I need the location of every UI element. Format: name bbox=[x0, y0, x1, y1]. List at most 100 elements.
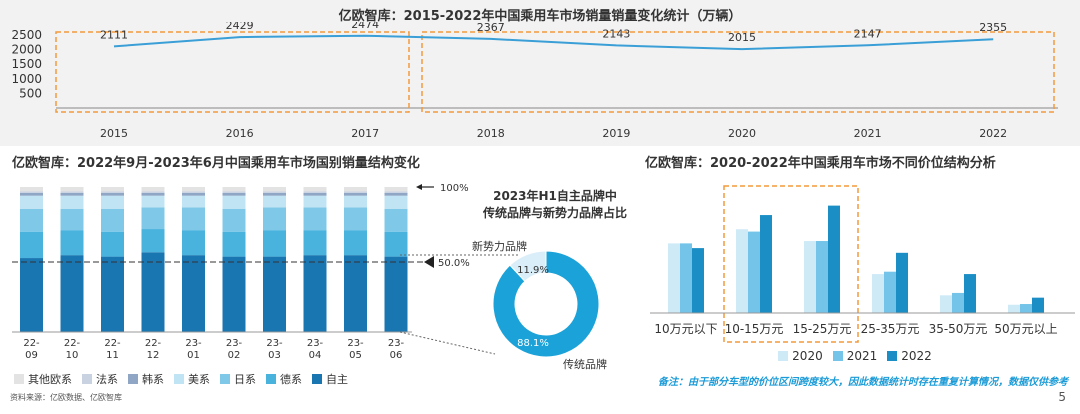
x-tick-label: 2018 bbox=[477, 127, 505, 140]
highlight-box-2015-2017 bbox=[55, 31, 410, 113]
stack-bar-segment bbox=[101, 208, 124, 232]
price-bar bbox=[896, 252, 908, 313]
donut-chart: 88.1% 11.9% 传统品牌 新势力品牌 bbox=[472, 239, 607, 371]
legend-swatch bbox=[887, 351, 898, 361]
legend-label: 自主 bbox=[326, 373, 348, 386]
data-label: 2111 bbox=[100, 28, 128, 41]
stack-bar-segment bbox=[344, 187, 367, 192]
legend-item: 韩系 bbox=[128, 371, 164, 387]
price-bar bbox=[1020, 304, 1032, 313]
legend-swatch bbox=[82, 374, 92, 384]
pie-title-line-1: 2023年H1自主品牌中 bbox=[493, 189, 617, 203]
stack-bar-segment bbox=[303, 230, 327, 256]
legend-item: 美系 bbox=[174, 371, 210, 387]
x-tick-label: 35-50万元 bbox=[929, 322, 988, 336]
price-bar bbox=[692, 248, 704, 313]
x-tick-label-top: 23- bbox=[388, 338, 405, 349]
legend-label: 2022 bbox=[901, 349, 932, 363]
data-label: 2429 bbox=[226, 22, 254, 32]
arrow-100-icon bbox=[416, 184, 434, 190]
stack-bar-segment bbox=[303, 191, 327, 193]
legend-label: 2021 bbox=[846, 349, 878, 363]
legend-swatch bbox=[14, 374, 24, 384]
price-bar bbox=[748, 231, 760, 313]
stack-bar-segment bbox=[182, 187, 205, 192]
stack-bar-segment bbox=[182, 207, 205, 231]
stack-bar-segment bbox=[60, 191, 84, 193]
x-tick-label-top: 23- bbox=[266, 338, 283, 349]
stack-bar-segment bbox=[20, 191, 43, 193]
x-tick-label: 10-15万元 bbox=[725, 322, 784, 336]
x-tick-label: 2021 bbox=[854, 127, 882, 140]
x-tick-label: 2015 bbox=[100, 127, 128, 140]
y-tick-label: 2000 bbox=[11, 43, 42, 57]
x-tick-label: 2017 bbox=[351, 127, 379, 140]
stack-bar-segment bbox=[384, 231, 408, 257]
stack-bar-segment bbox=[222, 231, 246, 257]
stack-bar-segment bbox=[263, 195, 286, 208]
x-tick-label-top: 22- bbox=[104, 338, 121, 349]
stack-bar-segment bbox=[141, 192, 165, 196]
stack-bar-segment bbox=[101, 191, 124, 193]
stack-bar-segment bbox=[60, 230, 84, 256]
note-text: 备注：由于部分车型的价位区间跨度较大，因此数据统计时存在重复计算情况，数据仅供参… bbox=[658, 377, 1068, 388]
stack-bar-segment bbox=[20, 231, 43, 259]
price-bar bbox=[736, 229, 748, 313]
stack-bar-segment bbox=[141, 187, 165, 192]
stack-bar-segment bbox=[263, 207, 286, 231]
x-tick-label: 25-35万元 bbox=[861, 322, 920, 336]
legend-swatch bbox=[832, 351, 843, 361]
legend-swatch bbox=[312, 374, 322, 384]
x-tick-label-bottom: 03 bbox=[268, 350, 281, 361]
stack-bar-segment bbox=[222, 256, 246, 332]
price-bar bbox=[872, 274, 884, 313]
data-label: 2367 bbox=[477, 22, 505, 34]
x-tick-label: 50万元以上 bbox=[994, 322, 1057, 336]
stacked-bar-chart: 100% 50.0% 22-0922-1022-1122-1223-0123-0… bbox=[12, 183, 470, 361]
legend-swatch bbox=[266, 374, 276, 384]
stacked-chart-title: 亿欧智库：2022年9月-2023年6月中国乘用车市场国别销量结构变化 bbox=[12, 156, 420, 171]
highlight-box-2018-2022 bbox=[421, 31, 1055, 113]
legend-item: 其他欧系 bbox=[14, 371, 72, 387]
annotation-50: 50.0% bbox=[438, 258, 470, 269]
legend-label: 日系 bbox=[234, 373, 256, 386]
x-tick-label-top: 23- bbox=[226, 338, 243, 349]
stack-bar-segment bbox=[20, 187, 43, 192]
stack-bar-segment bbox=[263, 256, 286, 332]
stack-bar-segment bbox=[303, 207, 327, 231]
stack-bar-segment bbox=[141, 191, 165, 193]
stack-bar-segment bbox=[384, 208, 408, 232]
stack-bar-segment bbox=[101, 231, 124, 257]
x-tick-label-top: 23- bbox=[185, 338, 202, 349]
stack-bar-segment bbox=[182, 255, 205, 332]
stack-bar-segment bbox=[60, 195, 84, 209]
x-tick-label: 15-25万元 bbox=[793, 322, 852, 336]
x-tick-label-top: 23- bbox=[347, 338, 364, 349]
stack-bar-segment bbox=[141, 229, 165, 253]
line-chart-title: 亿欧智库：2015-2022年中国乘用车市场销量销量变化统计（万辆） bbox=[338, 9, 742, 24]
stack-bar-segment bbox=[60, 255, 84, 332]
x-tick-label-bottom: 09 bbox=[25, 350, 38, 361]
legend-label: 美系 bbox=[188, 373, 210, 386]
stack-bar-segment bbox=[263, 187, 286, 192]
stack-bar-segment bbox=[344, 191, 367, 193]
stack-bar-segment bbox=[60, 192, 84, 196]
legend-label: 2020 bbox=[792, 349, 823, 363]
stack-bar-segment bbox=[344, 230, 367, 256]
stack-bar-segment bbox=[303, 255, 327, 332]
legend-item: 德系 bbox=[266, 371, 302, 387]
legend-label: 法系 bbox=[96, 373, 118, 386]
pie-category-label: 传统品牌 bbox=[563, 357, 607, 371]
price-highlight-box bbox=[723, 185, 859, 343]
stack-bar-segment bbox=[263, 192, 286, 196]
arrow-50-icon bbox=[424, 256, 434, 268]
x-tick-label-bottom: 01 bbox=[187, 350, 200, 361]
top-band bbox=[0, 0, 1080, 146]
legend-item: 法系 bbox=[82, 371, 118, 387]
stack-bar-segment bbox=[344, 207, 367, 231]
stack-bar-segment bbox=[222, 192, 246, 196]
stack-bar-segment bbox=[60, 187, 84, 192]
stack-bar-segment bbox=[222, 208, 246, 232]
legend-swatch bbox=[174, 374, 184, 384]
